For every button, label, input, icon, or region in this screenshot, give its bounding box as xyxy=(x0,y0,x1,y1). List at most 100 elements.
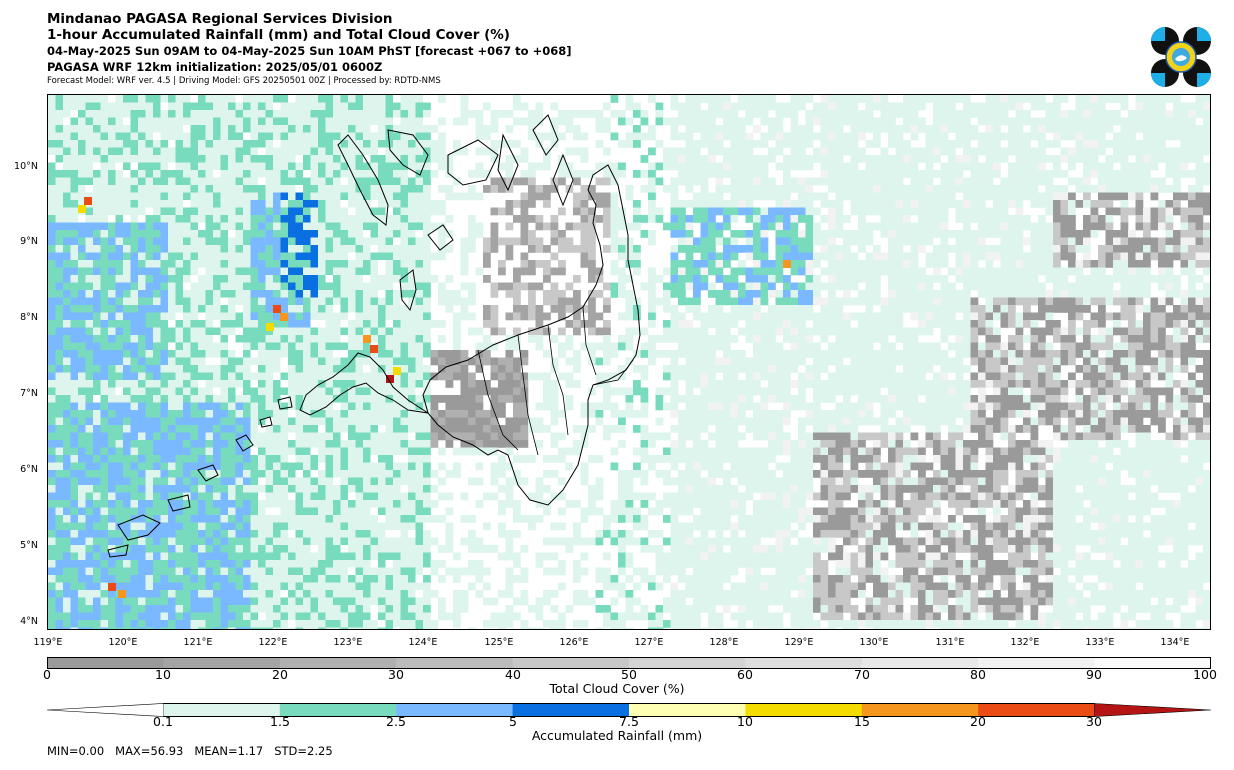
grid-cell xyxy=(348,365,356,373)
grid-cell xyxy=(588,260,596,268)
grid-cell xyxy=(835,372,844,381)
grid-cell xyxy=(310,252,319,261)
grid-cell xyxy=(610,290,619,298)
grid-cell xyxy=(198,312,206,321)
grid-cell xyxy=(1203,327,1210,336)
grid-cell xyxy=(93,335,101,343)
grid-cell xyxy=(153,147,161,156)
grid-cell xyxy=(250,110,259,118)
grid-cell xyxy=(1120,350,1129,358)
grid-cell xyxy=(1075,177,1084,186)
grid-cell xyxy=(790,350,799,358)
grid-cell xyxy=(723,282,731,291)
grid-cell xyxy=(1083,147,1091,156)
grid-cell xyxy=(985,297,994,306)
grid-cell xyxy=(1128,125,1136,133)
grid-cell xyxy=(1158,297,1166,306)
grid-cell xyxy=(235,380,244,388)
grid-cell xyxy=(310,215,319,223)
grid-cell xyxy=(78,245,86,253)
grid-cell xyxy=(640,117,649,126)
grid-cell xyxy=(288,117,296,126)
grid-cell xyxy=(243,125,251,133)
grid-cell xyxy=(1143,147,1151,156)
grid-cell xyxy=(1211,358,1212,366)
grid-cell xyxy=(858,155,866,163)
grid-cell xyxy=(543,312,551,321)
grid-cell xyxy=(123,162,131,171)
grid-cell xyxy=(1023,162,1031,171)
grid-cell xyxy=(348,267,356,276)
grid-cell xyxy=(1030,320,1039,328)
grid-cell xyxy=(955,117,964,126)
grid-cell xyxy=(1188,125,1196,133)
grid-cell xyxy=(1120,267,1129,276)
grid-cell xyxy=(490,327,499,336)
grid-cell xyxy=(723,372,731,381)
grid-cell xyxy=(948,342,956,351)
grid-cell xyxy=(813,357,821,366)
grid-cell xyxy=(1143,267,1151,276)
grid-cell xyxy=(1068,125,1076,133)
grid-cell xyxy=(265,132,274,141)
grid-cell xyxy=(48,230,56,238)
grid-cell xyxy=(430,207,439,216)
grid-cell xyxy=(865,342,874,351)
grid-cell xyxy=(678,117,686,126)
grid-cell xyxy=(700,312,709,321)
grid-cell xyxy=(715,95,724,103)
grid-cell xyxy=(903,237,911,246)
grid-cell xyxy=(280,305,289,313)
grid-cell xyxy=(1023,110,1031,118)
grid-cell xyxy=(400,327,409,336)
grid-cell xyxy=(100,155,109,163)
grid-cell xyxy=(1053,335,1061,343)
grid-cell xyxy=(715,237,724,246)
grid-cell xyxy=(670,147,679,156)
grid-cell xyxy=(175,372,184,381)
grid-cell xyxy=(1195,132,1204,141)
grid-cell xyxy=(85,260,94,268)
grid-cell xyxy=(490,185,499,193)
grid-cell xyxy=(273,102,281,111)
grid-cell xyxy=(828,177,836,186)
grid-cell xyxy=(558,230,566,238)
grid-cell xyxy=(385,380,394,388)
grid-cell xyxy=(1015,357,1024,366)
grid-cell xyxy=(640,365,649,373)
grid-cell xyxy=(1135,95,1144,103)
grid-cell xyxy=(348,290,356,298)
grid-cell xyxy=(340,102,349,111)
grid-cell xyxy=(775,275,784,283)
grid-cell xyxy=(258,102,266,111)
grid-cell xyxy=(438,207,446,216)
grid-cell xyxy=(1120,372,1129,381)
grid-cell xyxy=(580,110,589,118)
grid-cell xyxy=(1015,215,1024,223)
grid-cell xyxy=(295,95,304,103)
grid-cell xyxy=(843,260,851,268)
grid-cell xyxy=(280,335,289,343)
grid-cell xyxy=(985,147,994,156)
grid-cell xyxy=(78,147,86,156)
grid-cell xyxy=(1053,185,1061,193)
grid-cell xyxy=(385,177,394,186)
grid-cell xyxy=(1008,140,1016,148)
grid-cell xyxy=(175,230,184,238)
grid-cell xyxy=(1203,162,1210,171)
grid-cell xyxy=(130,200,139,208)
grid-cell xyxy=(460,192,469,201)
grid-cell xyxy=(273,215,281,223)
grid-cell xyxy=(280,237,289,246)
grid-cell xyxy=(1068,222,1076,231)
grid-cell xyxy=(310,297,319,306)
grid-cell xyxy=(1105,245,1114,253)
grid-cell xyxy=(723,327,731,336)
grid-cell xyxy=(1090,312,1099,321)
grid-cell xyxy=(1135,162,1144,171)
grid-cell xyxy=(303,230,311,238)
grid-cell xyxy=(535,162,544,171)
grid-cell xyxy=(730,365,739,373)
grid-cell xyxy=(723,125,731,133)
grid-cell xyxy=(1053,192,1061,201)
